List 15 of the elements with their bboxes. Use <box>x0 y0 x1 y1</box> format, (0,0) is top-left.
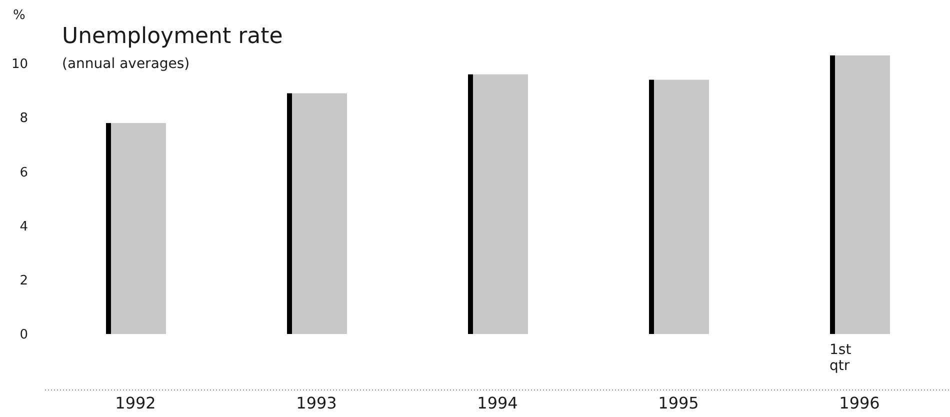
text: 1st qtr <box>830 342 852 374</box>
y-tick-label: 6 <box>20 165 28 180</box>
x-tick-label: 1993 <box>296 393 337 412</box>
y-tick-label: 2 <box>20 274 28 289</box>
y-tick-label: 0 <box>20 328 28 343</box>
y-tick-label: 4 <box>20 219 28 234</box>
x-tick-label: 1994 <box>477 393 518 412</box>
chart-subtitle: (annual averages) <box>62 56 190 72</box>
x-tick-label: 1995 <box>658 393 699 412</box>
chart-title: Unemployment rate <box>62 24 283 49</box>
y-tick-label: 8 <box>20 111 28 126</box>
x-tick-label: 1992 <box>115 393 156 412</box>
y-tick-label: 10 <box>11 57 28 72</box>
x-tick-label: 1996 <box>839 393 880 412</box>
y-axis-title: % <box>13 8 26 23</box>
